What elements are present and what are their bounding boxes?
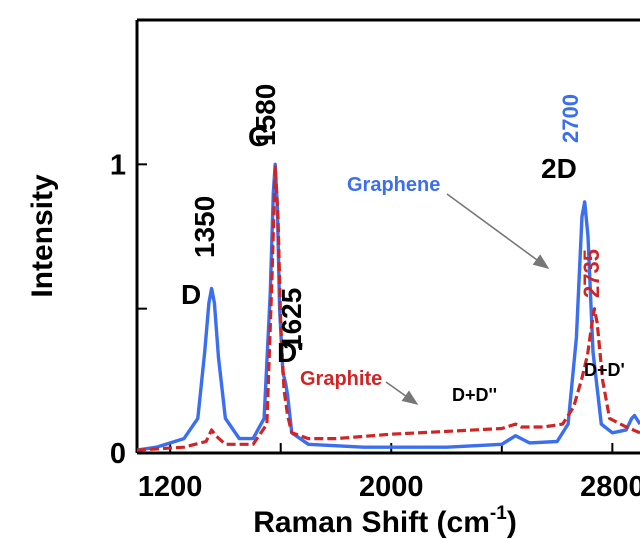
series-label-graphene: Graphene xyxy=(347,174,440,196)
y-axis-title: Intensity xyxy=(26,174,59,298)
graphite-annotation-arrow xyxy=(385,381,419,405)
x-tick-label-2800: 2800 xyxy=(580,471,640,503)
peak-label-g: G xyxy=(248,121,270,152)
series-label-graphite: Graphite xyxy=(300,368,382,390)
y-tick-label-1: 1 xyxy=(110,149,126,181)
series-layer xyxy=(137,162,640,452)
peak-label-g-number: 1580 xyxy=(250,84,281,146)
peak-label-d: D xyxy=(181,279,201,310)
peak-label-2d: 2D xyxy=(541,153,577,184)
peak-label-dprime: D' xyxy=(277,337,304,368)
x-axis-title-sup: -1 xyxy=(490,503,507,524)
peak-label-dprime-number: 1625 xyxy=(276,288,307,350)
graphene-annotation-arrow xyxy=(446,193,550,269)
peak-label-2d-graphene-number: 2700 xyxy=(558,94,583,143)
peak-label-d-number: 1350 xyxy=(189,196,220,258)
peak-label-2d-graphite-number: 2735 xyxy=(579,249,604,298)
y-tick-label-0: 0 xyxy=(110,438,126,470)
x-axis-title-main: Raman Shift (cm xyxy=(253,506,490,539)
peak-label-d-plus-d-double-prime: D+D'' xyxy=(452,385,497,405)
x-tick-label-2000: 2000 xyxy=(359,471,424,503)
x-axis-title: Raman Shift (cm-1) xyxy=(253,503,517,539)
x-tick-label-1200: 1200 xyxy=(138,471,203,503)
peak-label-d-plus-d-prime: D+D' xyxy=(584,360,625,380)
series-line-graphene xyxy=(137,162,640,452)
x-axis-title-end: ) xyxy=(507,506,517,539)
